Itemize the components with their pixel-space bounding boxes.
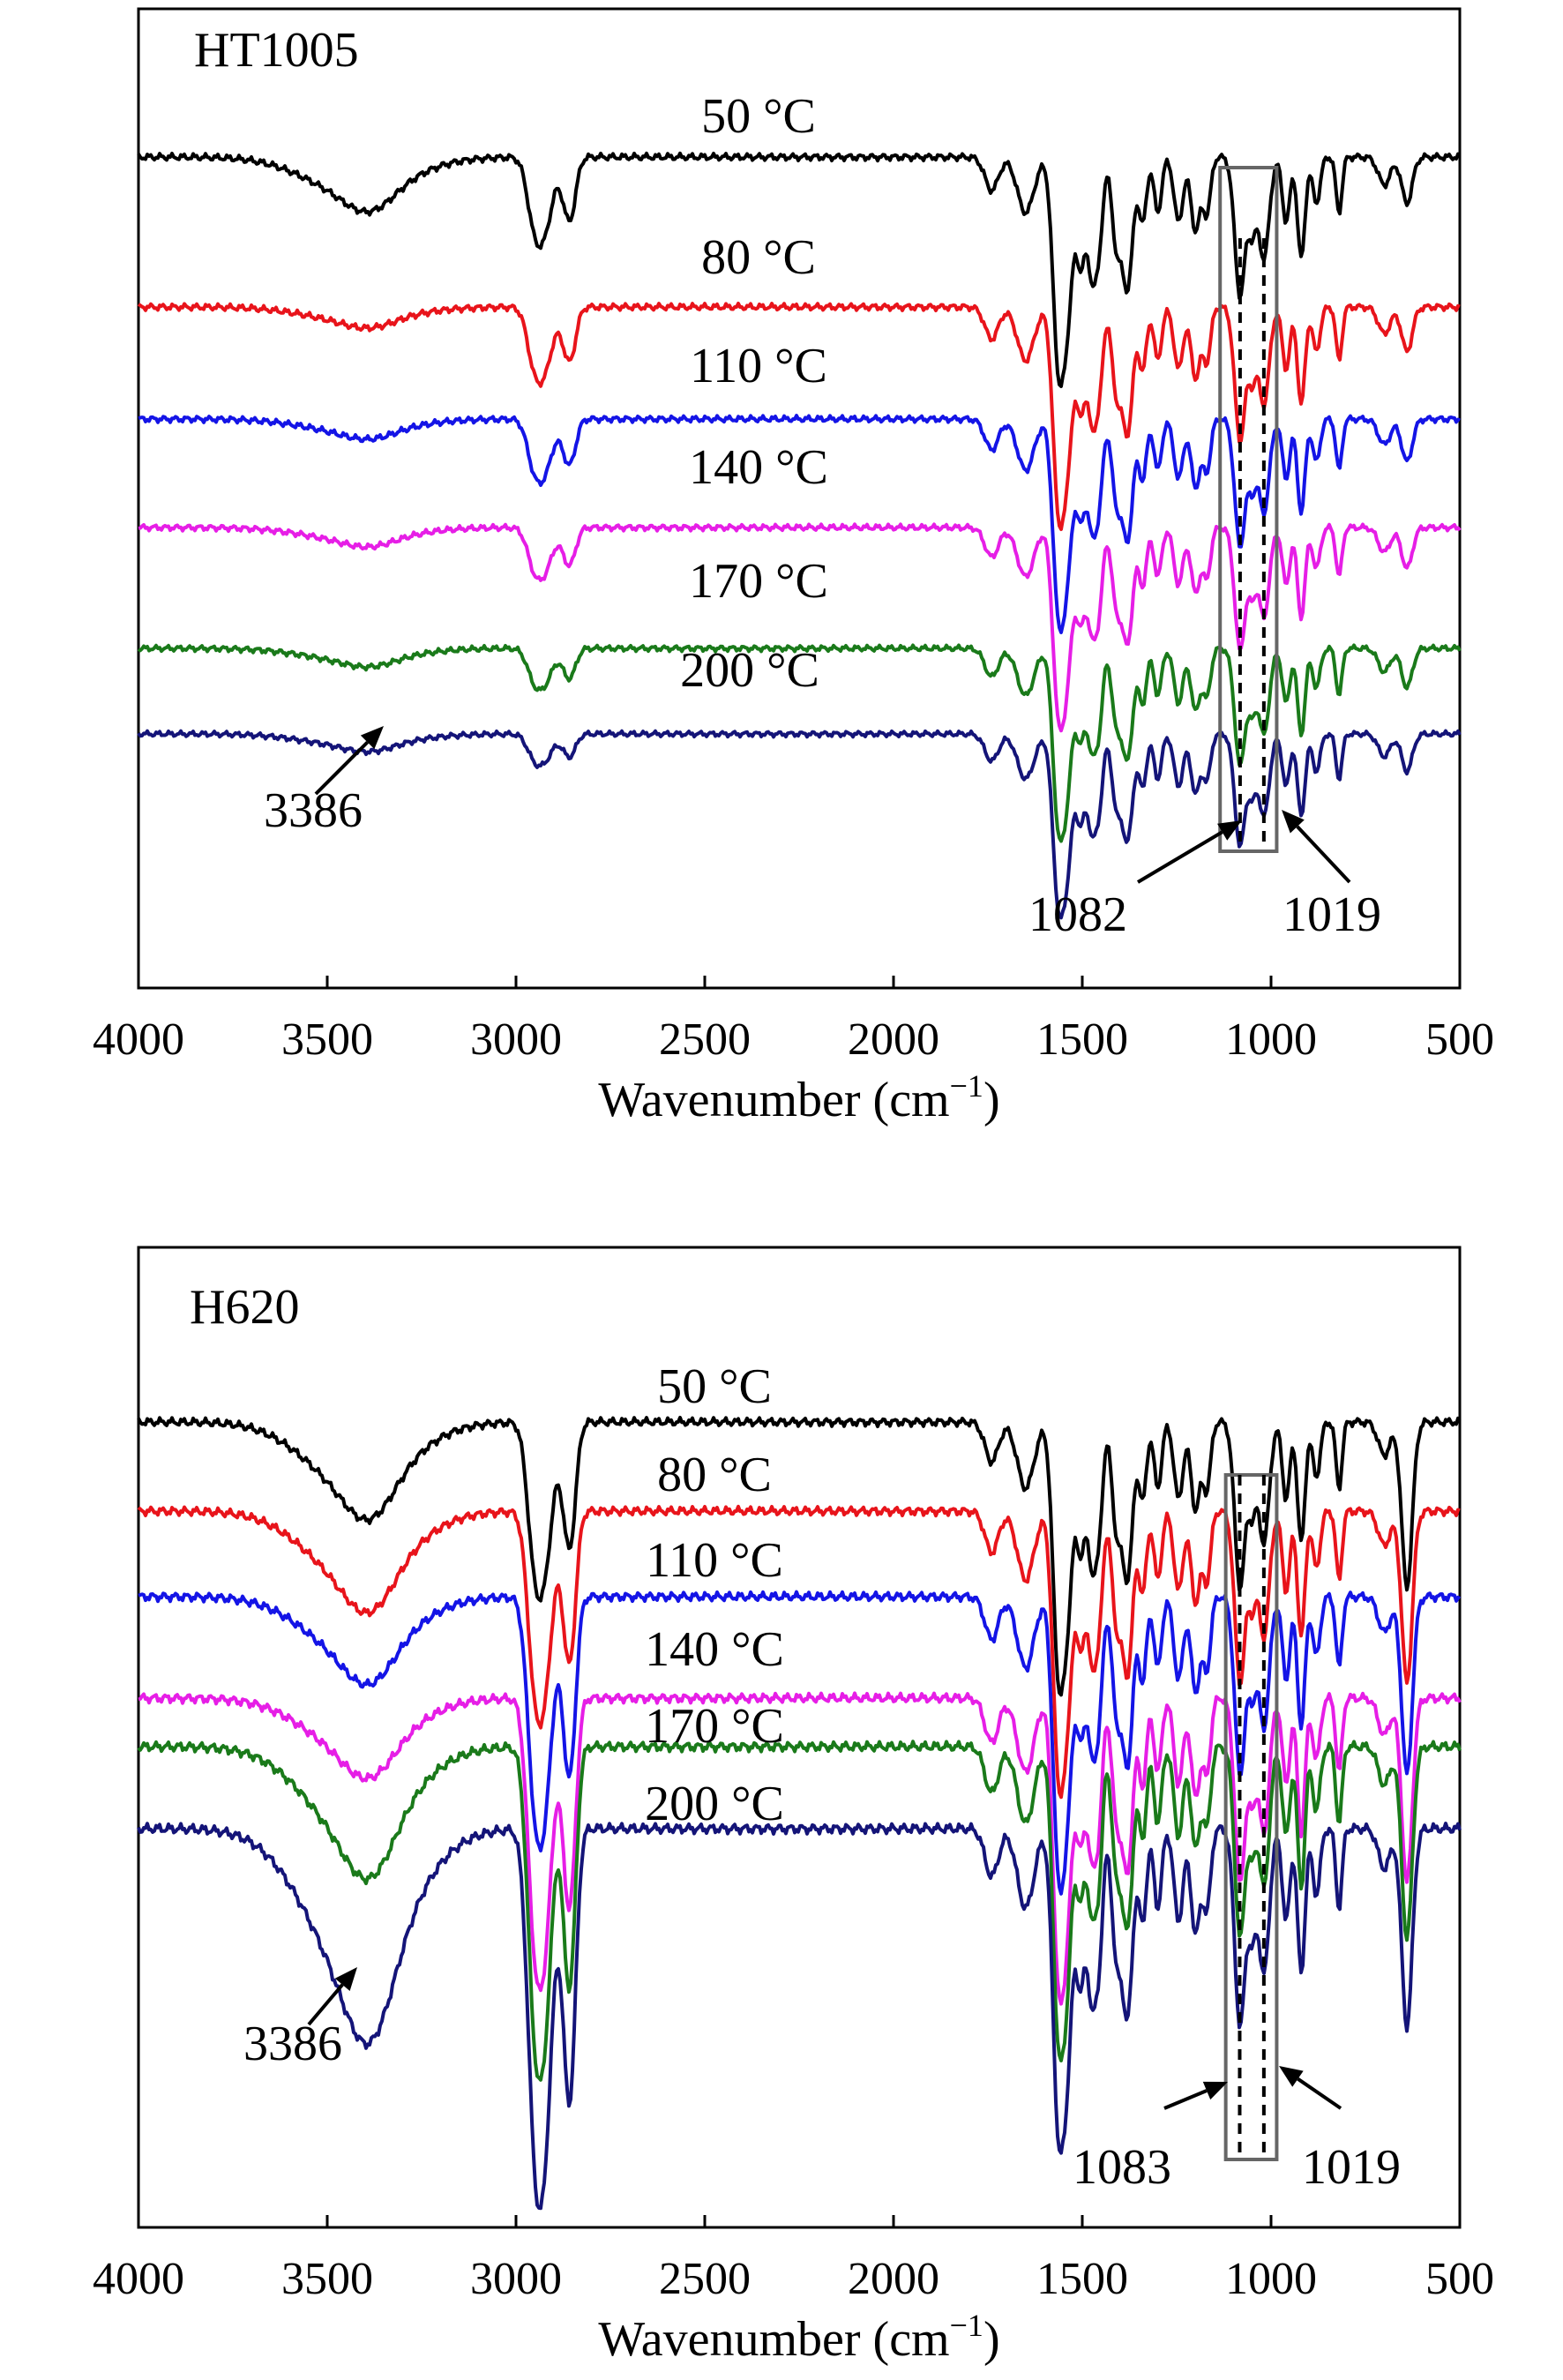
- series-label: 200 °C: [680, 643, 819, 698]
- annotation-arrowhead: [334, 1967, 357, 1991]
- x-tick-label: 500: [1425, 2254, 1494, 2304]
- series-label: 140 °C: [645, 1622, 784, 1677]
- annotation-arrow: [1163, 2089, 1208, 2110]
- x-axis-title: Wavenumber (cm−1): [598, 1068, 999, 1127]
- x-tick-label: 3000: [470, 2254, 562, 2304]
- x-axis-title: Wavenumber (cm−1): [598, 2308, 999, 2367]
- x-tick-label: 4000: [93, 2254, 184, 2304]
- annotation-arrow: [1296, 825, 1351, 884]
- x-tick-label: 1500: [1036, 1014, 1128, 1065]
- highlight-box: [1218, 166, 1279, 853]
- annotation-label: 1082: [1028, 887, 1127, 942]
- x-tick-label: 2500: [659, 1014, 751, 1065]
- x-tick-label: 3500: [281, 2254, 373, 2304]
- plot-frame: [137, 7, 1462, 990]
- series-label: 110 °C: [646, 1533, 783, 1588]
- x-tick-label: 1000: [1225, 1014, 1317, 1065]
- series-label: 200 °C: [645, 1777, 784, 1831]
- series-label: 50 °C: [657, 1359, 772, 1414]
- x-tick-label: 2500: [659, 2254, 751, 2304]
- annotation-label: 1083: [1073, 2140, 1171, 2195]
- annotation-label: 3386: [243, 2017, 342, 2071]
- spectrum-line-4: [137, 1740, 1462, 2082]
- series-label: 80 °C: [701, 230, 816, 285]
- spectrum-line-1: [137, 302, 1461, 531]
- annotation-arrow: [307, 1983, 344, 2026]
- x-tick-label: 500: [1425, 1014, 1494, 1065]
- highlight-box: [1223, 1473, 1279, 2161]
- spectrum-line-5: [137, 1822, 1462, 2211]
- chart-panel-h620: 4000 3500 3000 2500 2000 1500 1000 500 Wavenumbe…: [93, 1246, 1494, 2367]
- series-label: 110 °C: [690, 339, 827, 393]
- annotation-arrow: [1297, 2077, 1342, 2110]
- series-label: 140 °C: [689, 440, 828, 495]
- series-label: 80 °C: [657, 1448, 772, 1502]
- annotation-label: 1019: [1283, 887, 1381, 942]
- x-tick-label: 3500: [281, 1014, 373, 1065]
- x-tick-label: 4000: [93, 1014, 184, 1065]
- plot-frame: [137, 1246, 1462, 2229]
- annotation-arrow: [314, 740, 370, 796]
- spectrum-line-2: [138, 414, 1461, 634]
- annotation-label: 3386: [264, 783, 363, 838]
- annotation-arrowhead: [360, 726, 384, 750]
- annotation-label: 1019: [1302, 2140, 1401, 2195]
- annotation-arrowhead: [1279, 2066, 1304, 2087]
- panel-label: H620: [190, 1280, 299, 1335]
- x-tick-label: 1000: [1225, 2254, 1317, 2304]
- x-tick-label: 2000: [848, 2254, 939, 2304]
- x-tick-label: 2000: [848, 1014, 939, 1065]
- x-tick-label: 3000: [470, 1014, 562, 1065]
- panel-label: HT1005: [194, 23, 359, 78]
- chart-panel-ht1005: 4000 3500 3000 2500 2000 1500 1000 500 Wavenumbe…: [93, 7, 1494, 1127]
- annotation-arrowhead: [1217, 820, 1242, 841]
- series-label: 170 °C: [645, 1699, 784, 1754]
- series-label: 170 °C: [689, 554, 828, 609]
- x-tick-label: 1500: [1036, 2254, 1128, 2304]
- annotation-arrow: [1136, 830, 1223, 884]
- annotation-arrowhead: [1282, 810, 1305, 834]
- annotation-arrowhead: [1202, 2081, 1228, 2100]
- spectrum-line-3: [138, 1691, 1462, 2006]
- spectrum-line-0: [137, 1416, 1462, 1697]
- series-label: 50 °C: [701, 89, 816, 144]
